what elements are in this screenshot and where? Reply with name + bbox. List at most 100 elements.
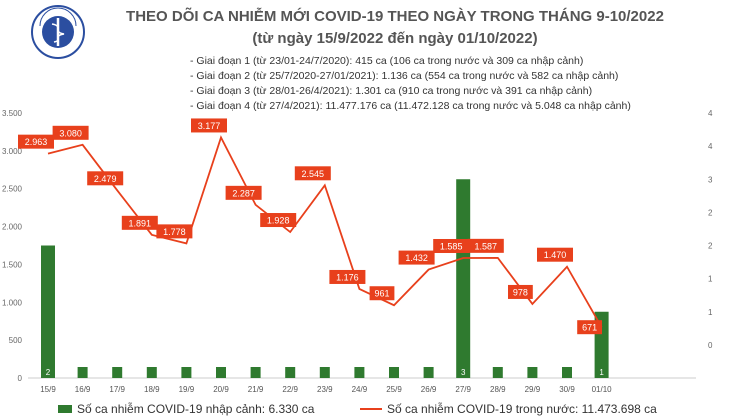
x-tick-label: 19/9 [179,385,195,394]
legend-item-line: Số ca nhiễm COVID-19 trong nước: 11.473.… [360,402,657,416]
phase-3-text: - Giai đoạn 3 (từ 28/01-26/4/2021): 1.30… [190,85,593,97]
bar-marker-29-9 [527,367,538,378]
legend-label-line: Số ca nhiễm COVID-19 trong nước: 11.473.… [387,402,657,416]
y-right-tick-label: 4 [708,109,713,118]
y-right-tick-label: 1 [708,308,713,317]
chart-title: THEO DÕI CA NHIỄM MỚI COVID-19 THEO NGÀY… [126,8,664,25]
legend-label-bar: Số ca nhiễm COVID-19 nhập cảnh: 6.330 ca [77,402,315,416]
x-tick-label: 17/9 [109,385,125,394]
phase-summary: - Giai đoạn 1 (từ 23/01-24/7/2020): 415 … [190,54,631,114]
bar-marker-30-9 [562,367,572,378]
y-left-tick-label: 1.000 [2,298,23,307]
line-label-box [225,185,262,200]
line-data-label: 1.176 [336,272,359,282]
bar-marker-18-9 [146,367,157,378]
line-label-box [260,213,297,228]
line-label-box [433,238,470,253]
line-label-box [577,320,602,335]
bar-marker-19-9 [181,367,192,378]
line-data-label: 2.963 [25,137,48,147]
bar-marker-28-9 [492,367,503,378]
legend-swatch-bar [58,405,72,413]
x-tick-label: 29/9 [525,385,541,394]
y-right-tick-label: 4 [708,142,713,151]
x-tick-label: 16/9 [75,385,91,394]
legend-item-bar: Số ca nhiễm COVID-19 nhập cảnh: 6.330 ca [58,402,314,416]
line-label-box [121,215,158,230]
line-label-box [18,134,54,149]
bar-marker-21-9 [250,367,261,378]
line-label-box [156,224,193,239]
y-left-tick-label: 2.000 [2,223,23,232]
bar-marker-20-9 [216,367,226,378]
line-data-label: 978 [513,287,528,297]
y-right-tick-label: 3 [708,175,713,184]
bar-27-9 [456,179,471,378]
x-tick-label: 01/10 [592,385,613,394]
phase-4-text: - Giai đoạn 4 (từ 27/4/2021): 11.477.176… [190,100,631,112]
line-data-label: 1.432 [405,253,428,263]
bar-15-9 [41,245,55,378]
bar-marker-25-9 [389,367,399,378]
line-label-box [52,125,89,140]
phase-1-text: - Giai đoạn 1 (từ 23/01-24/7/2020): 415 … [190,55,584,67]
x-tick-label: 21/9 [248,385,264,394]
y-right-tick-label: 0 [708,341,713,350]
y-right-tick-label: 1 [708,275,713,284]
legend-swatch-line [360,408,382,410]
line-data-label: 3.080 [59,128,82,138]
x-tick-label: 22/9 [282,385,298,394]
y-left-tick-label: 1.500 [2,260,23,269]
bar-marker-17-9 [112,367,123,378]
line-label-box [87,171,124,186]
y-left-tick-label: 0 [18,374,23,383]
y-left-tick-label: 500 [9,336,23,345]
bar-data-label: 3 [461,368,466,377]
line-label-box [294,166,331,181]
line-data-label: 961 [374,289,389,299]
line-data-label: 2.287 [232,188,255,198]
bar-marker-22-9 [285,367,296,378]
y-left-tick-label: 3.000 [2,147,23,156]
x-tick-label: 24/9 [352,385,368,394]
line-data-label: 1.585 [440,241,463,251]
line-data-label: 1.587 [475,241,498,251]
x-tick-label: 30/9 [559,385,575,394]
x-tick-label: 15/9 [40,385,56,394]
x-tick-label: 26/9 [421,385,437,394]
x-tick-label: 20/9 [213,385,229,394]
line-data-label: 1.470 [544,250,567,260]
line-label-box [398,250,435,265]
line-data-label: 1.778 [163,227,186,237]
x-tick-label: 18/9 [144,385,160,394]
line-label-box [537,247,573,262]
bar-data-label: 2 [46,368,51,377]
phase-2-text: - Giai đoạn 2 (từ 25/7/2020-27/01/2021):… [190,70,619,82]
bar-marker-26-9 [423,367,434,378]
chart-subtitle: (từ ngày 15/9/2022 đến ngày 01/10/2022) [252,30,538,47]
y-left-tick-label: 3.500 [2,109,23,118]
line-data-label: 3.177 [198,121,221,131]
line-label-box [508,284,533,299]
line-data-label: 671 [582,323,597,333]
y-right-tick-label: 2 [708,208,713,217]
ministry-of-health-logo [31,5,85,59]
bar-marker-23-9 [319,367,330,378]
bar-marker-24-9 [354,367,365,378]
y-left-tick-label: 2.500 [2,185,23,194]
line-label-box [369,286,395,301]
line-data-label: 2.545 [302,169,325,179]
line-data-label: 1.891 [129,218,152,228]
line-label-box [191,118,227,133]
line-data-label: 1.928 [267,216,290,226]
line-data-label: 2.479 [94,174,117,184]
x-tick-label: 25/9 [386,385,402,394]
bar-marker-16-9 [77,367,88,378]
x-tick-label: 28/9 [490,385,506,394]
x-tick-label: 27/9 [455,385,471,394]
bar-data-label: 1 [599,368,604,377]
x-tick-label: 23/9 [317,385,333,394]
line-label-box [329,269,366,284]
line-label-box [467,238,504,253]
